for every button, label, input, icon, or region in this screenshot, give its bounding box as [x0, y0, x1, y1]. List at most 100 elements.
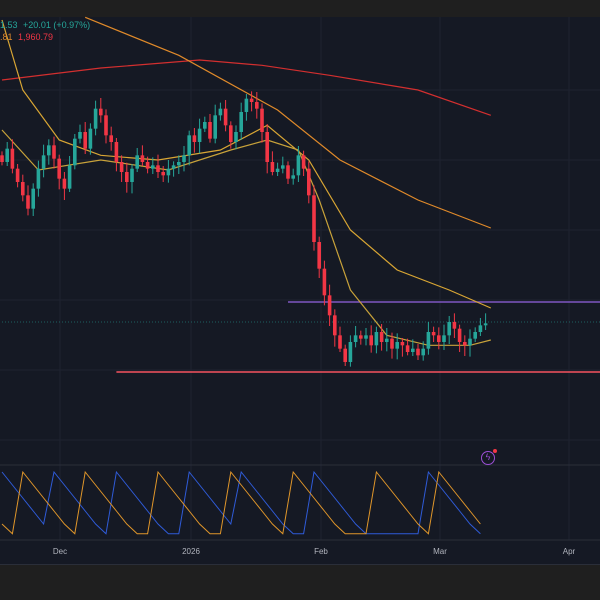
candle-up — [213, 115, 217, 139]
candle-up — [78, 132, 82, 139]
candle-up — [447, 322, 451, 336]
candle-up — [177, 162, 181, 166]
candle-down — [405, 345, 410, 352]
candle-down — [457, 328, 462, 342]
candle-up — [473, 332, 477, 339]
candle-down — [145, 162, 150, 169]
candle-up — [73, 138, 77, 166]
candle-up — [353, 335, 358, 342]
candle-up — [130, 168, 134, 182]
candle-down — [114, 142, 119, 162]
candle-down — [223, 108, 228, 126]
time-axis-label: Apr — [563, 547, 576, 556]
candle-down — [10, 148, 15, 169]
candle-down — [463, 342, 467, 346]
candle-down — [452, 322, 457, 329]
candle-down — [0, 155, 4, 162]
candle-down — [83, 132, 87, 149]
candle-down — [400, 342, 405, 346]
time-axis-label: Dec — [53, 547, 67, 556]
candle-down — [301, 155, 306, 169]
candle-up — [93, 108, 98, 129]
candle-up — [411, 348, 415, 352]
candle-up — [36, 168, 41, 189]
candle-down — [229, 125, 233, 142]
candle-up — [483, 323, 488, 326]
candle-down — [260, 108, 264, 132]
candle-up — [296, 155, 301, 176]
candle-up — [281, 165, 285, 169]
candle-down — [15, 168, 20, 182]
candle-up — [374, 332, 379, 346]
legend-price-change: +20.01 (+0.97%) — [23, 20, 91, 30]
ma-line-ma100 — [84, 16, 492, 229]
candle-down — [192, 135, 197, 142]
candle-down — [52, 145, 56, 159]
candle-up — [364, 335, 368, 339]
candle-up — [385, 338, 389, 342]
candle-down — [57, 158, 61, 179]
ma-line-ma200 — [1, 59, 491, 116]
candle-down — [437, 335, 441, 342]
candle-up — [135, 155, 139, 169]
candle-up — [468, 338, 472, 346]
candle-up — [88, 128, 93, 149]
candle-up — [478, 325, 483, 332]
chart-area[interactable] — [0, 17, 600, 564]
candle-down — [140, 155, 145, 162]
candle-down — [99, 108, 103, 116]
candle-up — [234, 132, 238, 142]
candle-up — [348, 342, 353, 362]
candle-down — [379, 332, 384, 342]
candle-down — [156, 165, 160, 172]
candle-up — [187, 135, 191, 156]
candle-up — [421, 348, 425, 356]
candle-down — [286, 165, 290, 179]
legend-row-price: 1.53 +20.01 (+0.97%) — [0, 20, 90, 30]
time-axis-label: Feb — [314, 547, 328, 556]
candle-down — [119, 162, 124, 172]
candle-up — [244, 98, 249, 112]
candle-down — [359, 335, 363, 339]
candle-down — [104, 115, 108, 136]
candle-up — [203, 122, 207, 129]
candle-up — [239, 112, 243, 132]
candle-down — [255, 102, 259, 109]
candle-down — [307, 168, 311, 196]
candle-down — [390, 338, 394, 349]
candle-up — [41, 155, 46, 169]
legend-ma200-value: 1,960.79 — [18, 32, 54, 42]
bottom-toolbar — [0, 564, 600, 600]
legend-row-ma: .81 1,960.79 — [0, 32, 53, 42]
candle-up — [67, 165, 72, 189]
candle-up — [197, 128, 202, 142]
candle-down — [343, 348, 347, 362]
time-axis-label: 2026 — [182, 547, 200, 556]
price-chart[interactable]: Dec 2026 Feb Mar Apr — [0, 0, 600, 564]
legend-price-value: 1.53 — [0, 20, 18, 30]
ma-line-ma50 — [1, 19, 492, 309]
candle-down — [333, 315, 337, 336]
candle-up — [182, 155, 186, 162]
legend-ma-value: .81 — [0, 32, 13, 42]
candle-up — [47, 145, 51, 156]
candle-up — [291, 175, 295, 179]
candle-up — [151, 165, 155, 169]
candle-down — [21, 182, 25, 196]
candle-down — [161, 172, 165, 176]
candle-down — [317, 242, 321, 269]
candle-down — [109, 135, 113, 142]
candle-down — [249, 98, 254, 102]
candle-up — [426, 332, 431, 349]
candle-up — [166, 168, 171, 176]
oscillator-line-blue — [1, 470, 481, 535]
candle-down — [322, 268, 327, 296]
candle-up — [31, 188, 35, 209]
candle-down — [125, 172, 129, 182]
candle-up — [218, 108, 223, 116]
candle-up — [275, 168, 280, 172]
candle-down — [270, 162, 275, 172]
lightning-alert-icon[interactable]: ϟ — [481, 449, 497, 465]
candle-down — [327, 295, 332, 316]
